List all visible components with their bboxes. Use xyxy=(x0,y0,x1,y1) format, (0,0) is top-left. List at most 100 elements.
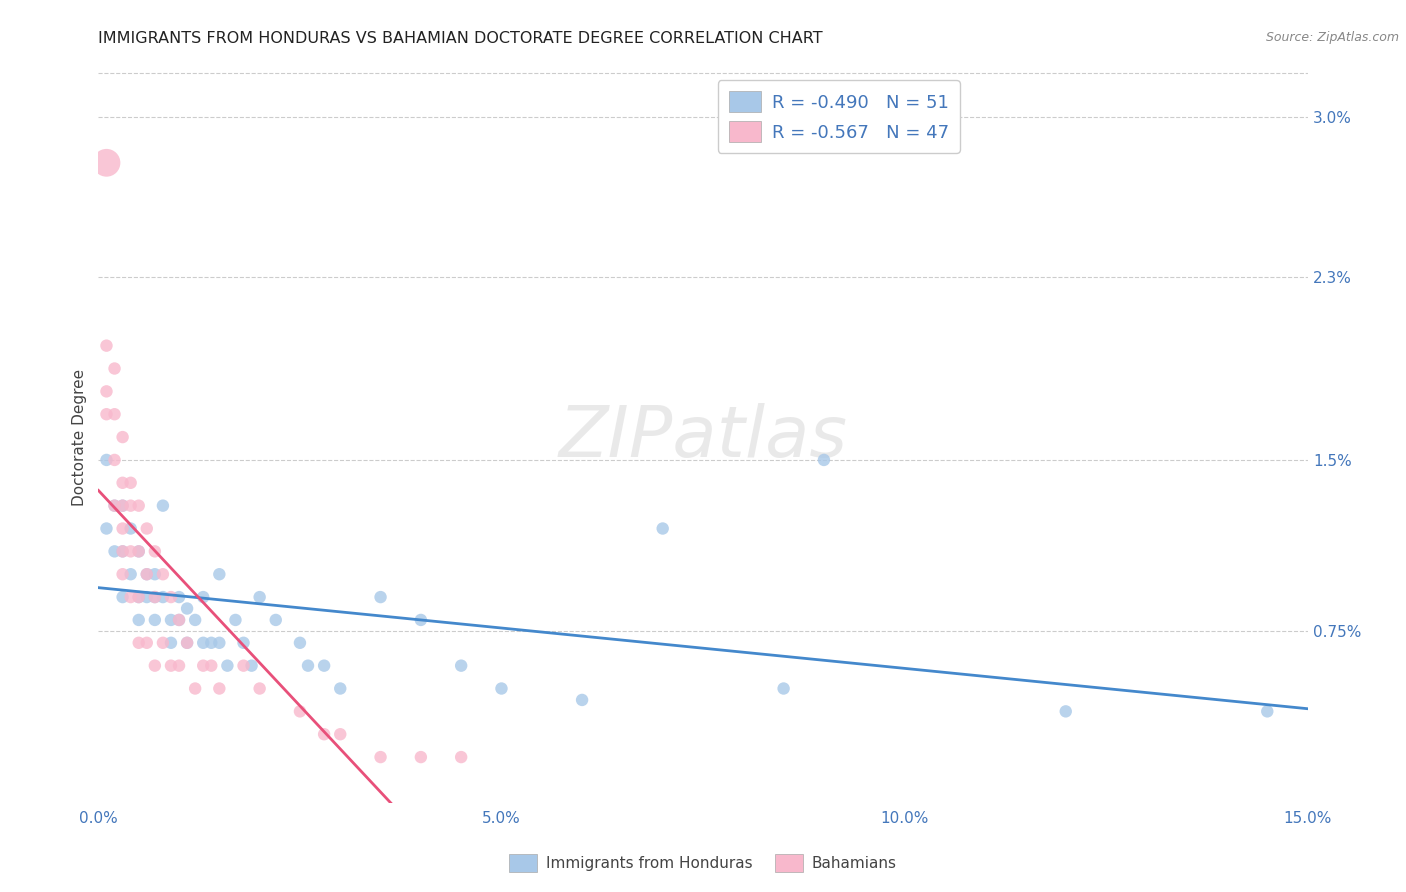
Point xyxy=(409,613,432,627)
Point xyxy=(571,693,593,707)
Text: ZIPatlas: ZIPatlas xyxy=(558,402,848,472)
Point xyxy=(208,681,231,696)
Point xyxy=(111,430,134,444)
Point xyxy=(120,521,142,535)
Point xyxy=(184,681,207,696)
Point xyxy=(111,475,134,490)
Point xyxy=(813,453,835,467)
Point xyxy=(152,636,174,650)
Point xyxy=(103,453,125,467)
Point xyxy=(120,544,142,558)
Point xyxy=(143,590,166,604)
Point xyxy=(200,658,222,673)
Point xyxy=(111,544,134,558)
Point xyxy=(111,521,134,535)
Point xyxy=(167,613,190,627)
Point xyxy=(96,156,118,170)
Point xyxy=(208,636,231,650)
Point xyxy=(96,453,118,467)
Point xyxy=(111,567,134,582)
Point xyxy=(314,658,336,673)
Point xyxy=(120,567,142,582)
Point xyxy=(111,499,134,513)
Point xyxy=(208,567,231,582)
Y-axis label: Doctorate Degree: Doctorate Degree xyxy=(72,368,87,506)
Point xyxy=(450,658,472,673)
Point xyxy=(143,658,166,673)
Point xyxy=(128,499,150,513)
Point xyxy=(128,544,150,558)
Point xyxy=(370,750,392,764)
Legend: Immigrants from Honduras, Bahamians: Immigrants from Honduras, Bahamians xyxy=(502,847,904,880)
Point xyxy=(288,636,311,650)
Point xyxy=(1256,705,1278,719)
Point xyxy=(96,521,118,535)
Point xyxy=(193,636,215,650)
Point xyxy=(103,499,125,513)
Point xyxy=(193,658,215,673)
Point xyxy=(135,567,157,582)
Point xyxy=(232,658,254,673)
Point xyxy=(160,590,183,604)
Point xyxy=(240,658,263,673)
Point xyxy=(176,636,198,650)
Point xyxy=(135,590,157,604)
Text: IMMIGRANTS FROM HONDURAS VS BAHAMIAN DOCTORATE DEGREE CORRELATION CHART: IMMIGRANTS FROM HONDURAS VS BAHAMIAN DOC… xyxy=(98,31,823,46)
Point xyxy=(160,613,183,627)
Point xyxy=(288,705,311,719)
Point xyxy=(651,521,673,535)
Point xyxy=(128,590,150,604)
Point xyxy=(160,636,183,650)
Point xyxy=(450,750,472,764)
Point xyxy=(314,727,336,741)
Point xyxy=(224,613,246,627)
Point xyxy=(111,544,134,558)
Point xyxy=(167,590,190,604)
Point xyxy=(200,636,222,650)
Point xyxy=(232,636,254,650)
Point xyxy=(370,590,392,604)
Point xyxy=(128,613,150,627)
Point xyxy=(143,544,166,558)
Point xyxy=(176,636,198,650)
Point xyxy=(128,590,150,604)
Point xyxy=(111,590,134,604)
Text: Source: ZipAtlas.com: Source: ZipAtlas.com xyxy=(1265,31,1399,45)
Point xyxy=(128,544,150,558)
Point xyxy=(193,590,215,604)
Point xyxy=(152,499,174,513)
Point xyxy=(329,727,352,741)
Point xyxy=(135,567,157,582)
Point xyxy=(491,681,513,696)
Point xyxy=(329,681,352,696)
Point xyxy=(103,499,125,513)
Point xyxy=(249,681,271,696)
Point xyxy=(184,613,207,627)
Point xyxy=(128,636,150,650)
Point xyxy=(409,750,432,764)
Point xyxy=(167,613,190,627)
Point xyxy=(772,681,794,696)
Point xyxy=(96,384,118,399)
Point xyxy=(120,475,142,490)
Point xyxy=(103,407,125,421)
Point xyxy=(249,590,271,604)
Point xyxy=(120,590,142,604)
Point xyxy=(103,544,125,558)
Point xyxy=(264,613,287,627)
Point xyxy=(143,590,166,604)
Point xyxy=(152,590,174,604)
Point xyxy=(135,521,157,535)
Point xyxy=(103,361,125,376)
Point xyxy=(143,613,166,627)
Point xyxy=(152,567,174,582)
Point xyxy=(120,499,142,513)
Point xyxy=(176,601,198,615)
Point xyxy=(297,658,319,673)
Point xyxy=(160,658,183,673)
Point xyxy=(135,636,157,650)
Point xyxy=(217,658,239,673)
Point xyxy=(143,567,166,582)
Point xyxy=(96,407,118,421)
Point xyxy=(96,339,118,353)
